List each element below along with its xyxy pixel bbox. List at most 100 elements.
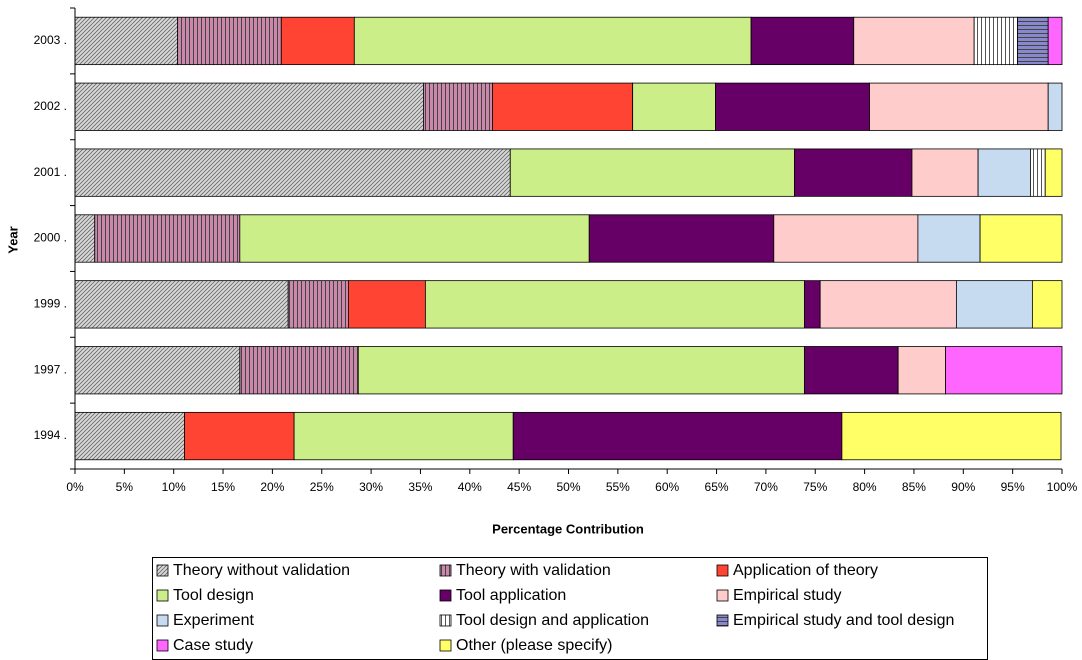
x-tick-label: 90% <box>951 480 975 494</box>
bar-segment <box>1047 82 1063 131</box>
bar-segment <box>715 82 870 131</box>
x-tick-label: 35% <box>408 480 432 494</box>
legend-label: Tool design and application <box>456 612 649 629</box>
x-tick-label: 15% <box>211 480 235 494</box>
bar-segment <box>869 82 1049 131</box>
bar-segment <box>819 280 957 329</box>
y-tick-label: 2003 . <box>34 33 67 47</box>
x-tick-label: 20% <box>260 480 284 494</box>
bar-segment <box>803 280 821 329</box>
x-tick-label: 40% <box>458 480 482 494</box>
legend-label: Tool design <box>173 587 254 604</box>
bar-segment <box>773 214 919 263</box>
legend-label: Empirical study and tool design <box>733 612 954 629</box>
y-tick-label: 2000 . <box>34 231 67 245</box>
bar-segment <box>347 280 426 329</box>
legend-swatch <box>439 564 452 577</box>
bar-segment <box>424 280 805 329</box>
y-tick-label: 1997 . <box>34 362 67 376</box>
legend-swatch <box>156 639 169 652</box>
bar-segment <box>74 346 241 395</box>
legend-label: Other (please specify) <box>456 637 613 654</box>
legend-label: Case study <box>173 637 253 654</box>
bar-segment <box>853 16 975 66</box>
x-tick-label: 45% <box>507 480 531 494</box>
bar-segment <box>955 280 1033 329</box>
bar-segment <box>794 148 913 197</box>
legend-label: Theory with validation <box>456 562 611 579</box>
bar-segment <box>74 411 185 461</box>
bar-segment <box>917 214 981 263</box>
y-axis-title: Year <box>5 226 20 253</box>
x-axis-title: Percentage Contribution <box>492 521 644 536</box>
x-tick-label: 5% <box>116 480 134 494</box>
bar-segment <box>74 280 289 329</box>
bar-segment <box>177 16 282 66</box>
x-tick-label: 95% <box>1001 480 1025 494</box>
legend-label: Tool application <box>456 587 566 604</box>
legend-swatch <box>156 564 169 577</box>
legend-swatch <box>439 639 452 652</box>
x-tick-label: 50% <box>556 480 580 494</box>
x-tick-label: 80% <box>853 480 877 494</box>
x-tick-label: 70% <box>754 480 778 494</box>
legend-label: Empirical study <box>733 587 841 604</box>
x-tick-label: 55% <box>606 480 630 494</box>
bar-segment <box>74 214 96 263</box>
x-tick-label: 25% <box>310 480 334 494</box>
legend-swatch <box>716 589 729 602</box>
bar-segment <box>423 82 493 131</box>
bar-segment <box>1044 148 1063 197</box>
x-tick-label: 10% <box>162 480 186 494</box>
y-tick-label: 1994 . <box>34 428 67 442</box>
legend-label: Application of theory <box>733 562 878 579</box>
bar-segment <box>973 16 1018 66</box>
bar-segment <box>280 16 355 66</box>
bar-segment <box>632 82 716 131</box>
bar-segment <box>353 16 752 66</box>
bar-segment <box>74 148 511 197</box>
legend-box <box>152 557 988 660</box>
y-tick-label: 1999 . <box>34 297 67 311</box>
x-tick-label: 30% <box>359 480 383 494</box>
legend-swatch <box>716 564 729 577</box>
bar-segment <box>979 214 1063 263</box>
x-tick-label: 65% <box>705 480 729 494</box>
legend-label: Theory without validation <box>173 562 350 579</box>
bar-segment <box>94 214 241 263</box>
x-tick-label: 60% <box>655 480 679 494</box>
x-tick-label: 75% <box>803 480 827 494</box>
bar-segment <box>897 346 946 395</box>
legend-swatch <box>156 589 169 602</box>
bar-segment <box>357 346 805 395</box>
bar-segment <box>184 411 295 461</box>
legend-swatch <box>439 614 452 627</box>
bar-segment <box>911 148 979 197</box>
x-tick-label: 0% <box>66 480 84 494</box>
bar-segment <box>803 346 899 395</box>
x-tick-label: 100% <box>1047 480 1078 494</box>
bar-segment <box>750 16 855 66</box>
bar-segment <box>74 16 179 66</box>
bar-segment <box>1031 280 1063 329</box>
legend-label: Experiment <box>173 612 254 629</box>
y-tick-label: 2001 . <box>34 165 67 179</box>
bar-segment <box>239 214 590 263</box>
bar-segment <box>492 82 634 131</box>
bar-segment <box>1047 16 1063 66</box>
bar-segment <box>1030 148 1046 197</box>
bar-segment <box>293 411 514 461</box>
bar-segment <box>841 411 1062 461</box>
bar-segment <box>509 148 795 197</box>
x-tick-label: 85% <box>902 480 926 494</box>
bar-segment <box>512 411 843 461</box>
legend-swatch <box>156 614 169 627</box>
bar-segment <box>239 346 359 395</box>
bar-segment <box>287 280 349 329</box>
bar-segment <box>74 82 424 131</box>
bar-segment <box>977 148 1031 197</box>
bar-segment <box>1017 16 1049 66</box>
legend-swatch <box>716 614 729 627</box>
bar-segment <box>588 214 775 263</box>
